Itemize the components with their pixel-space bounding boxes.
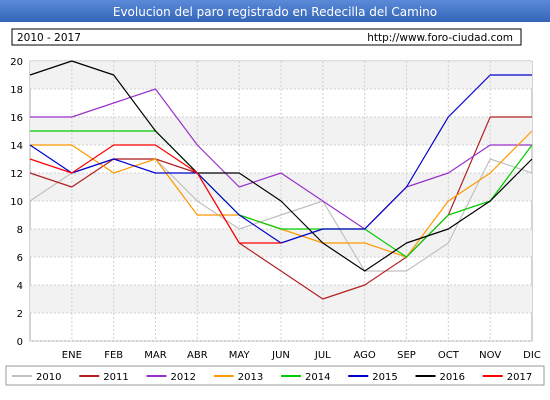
x-axis-labels: ENE FEB MAR ABR MAY JUN JUL AGO SEP OCT NOV DIC [62, 350, 541, 361]
legend-label-2011: 2011 [103, 372, 128, 383]
x-tick-label: DIC [523, 350, 541, 361]
y-tick-label: 18 [10, 85, 23, 96]
legend-label-2014: 2014 [305, 372, 330, 383]
x-tick-label: FEB [104, 350, 123, 361]
y-tick-label: 12 [10, 169, 23, 180]
y-tick-label: 16 [10, 113, 23, 124]
y-tick-label: 8 [17, 225, 23, 236]
title-bar [0, 0, 550, 22]
source-url: http://www.foro-ciudad.com [367, 32, 513, 44]
legend-label-2013: 2013 [238, 372, 263, 383]
y-tick-label: 0 [17, 337, 23, 348]
x-tick-label: NOV [479, 350, 501, 361]
y-tick-label: 14 [10, 141, 23, 152]
series-line-2017 [29, 144, 281, 244]
legend-label-2010: 2010 [36, 372, 61, 383]
legend: 2010 2011 2012 2013 2014 2015 2016 2017 [12, 372, 532, 383]
legend-label-2012: 2012 [171, 372, 196, 383]
chart-title: Evolucion del paro registrado en Redecil… [113, 5, 437, 19]
x-tick-label: AGO [354, 350, 376, 361]
series-line-2016 [29, 60, 533, 272]
x-tick-label: ENE [62, 350, 82, 361]
y-axis-labels: 0 2 4 6 8 10 12 14 16 18 20 [10, 57, 23, 348]
legend-label-2017: 2017 [507, 372, 532, 383]
legend-box [5, 365, 545, 386]
y-tick-label: 2 [17, 309, 23, 320]
x-tick-label: MAR [144, 350, 166, 361]
legend-label-2015: 2015 [372, 372, 397, 383]
y-tick-label: 6 [17, 253, 23, 264]
period-label: 2010 - 2017 [17, 32, 81, 44]
x-tick-label: ABR [187, 350, 208, 361]
y-tick-label: 4 [17, 281, 23, 292]
y-tick-label: 10 [10, 197, 23, 208]
series-lines [29, 60, 533, 300]
x-tick-label: OCT [438, 350, 460, 361]
series-line-2014 [30, 130, 533, 258]
legend-label-2016: 2016 [440, 372, 465, 383]
x-tick-label: JUL [314, 350, 331, 361]
series-line-2012 [30, 88, 532, 230]
info-box [11, 28, 522, 46]
x-tick-label: SEP [397, 350, 416, 361]
x-tick-label: MAY [229, 350, 251, 361]
x-tick-label: JUN [271, 350, 290, 361]
y-tick-label: 20 [10, 57, 23, 68]
